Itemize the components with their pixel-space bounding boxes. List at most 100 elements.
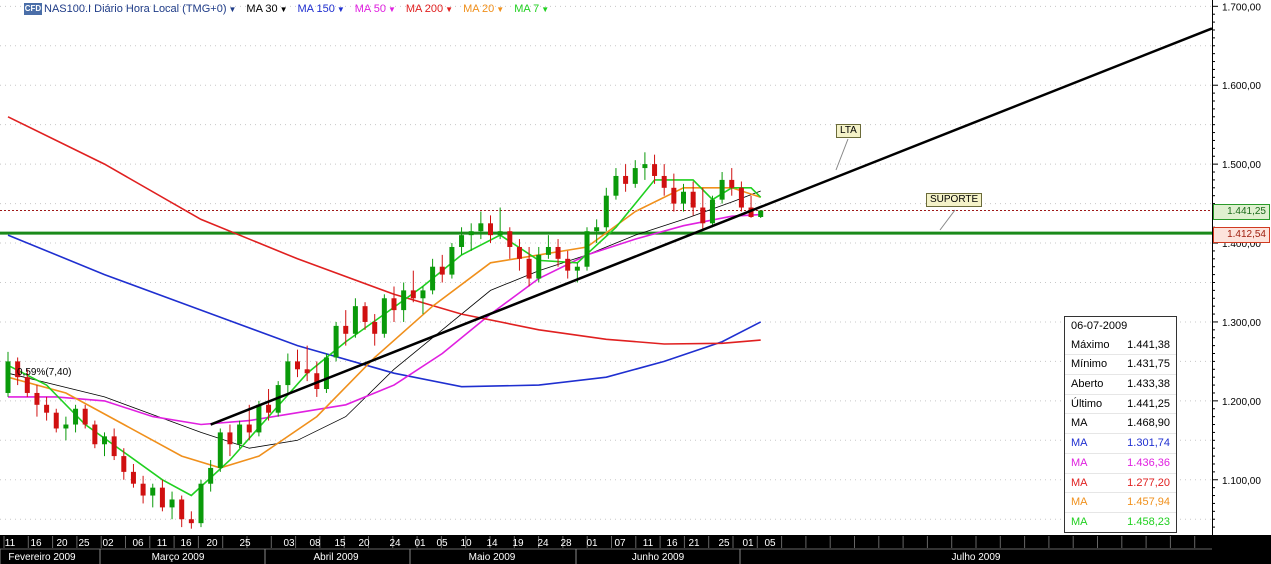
x-day-label: 01: [586, 538, 598, 549]
candle: [449, 243, 455, 279]
x-day-label: 20: [56, 538, 68, 549]
candle-body: [188, 519, 194, 524]
candle: [603, 187, 609, 232]
info-date-value: 06-07-2009: [1071, 320, 1128, 332]
candle: [420, 286, 426, 315]
candle-body: [555, 246, 561, 259]
chevron-down-icon: ▼: [279, 5, 288, 14]
info-row-label: MA: [1071, 437, 1088, 450]
candle: [468, 223, 474, 251]
info-panel: 06-07-2009 Máximo 1.441,38 Mínimo 1.431,75 A…: [1064, 316, 1177, 533]
candle-body: [111, 436, 117, 457]
candle: [159, 479, 165, 512]
candlesticks: [5, 152, 764, 529]
candle: [439, 254, 445, 283]
candle: [352, 298, 358, 338]
candle: [700, 187, 706, 229]
info-row: MA 1.457,94: [1065, 492, 1176, 512]
candle-body: [343, 325, 349, 334]
y-axis-bg: [1212, 0, 1271, 564]
candle-body: [314, 373, 320, 390]
indicator-item[interactable]: MA 50 ▼: [355, 1, 396, 17]
trend-line-lta: [210, 27, 1213, 426]
y-tick-label: 1.500,00: [1222, 160, 1261, 171]
candle-body: [102, 436, 107, 445]
chevron-down-icon: ▼: [496, 5, 505, 14]
candle-body: [488, 223, 493, 236]
candle: [632, 160, 638, 188]
x-month-label: Abril 2009: [313, 552, 358, 563]
candle-body: [545, 246, 551, 255]
last-price-box: 1.441,25: [1213, 204, 1270, 220]
candle-body: [729, 179, 735, 188]
candle-body: [468, 231, 474, 236]
y-tick-label: 1.400,00: [1222, 239, 1261, 250]
candle: [372, 314, 378, 346]
candle-body: [92, 424, 98, 445]
candle-body: [150, 487, 156, 496]
candle: [304, 345, 310, 382]
suporte-pointer: [939, 209, 956, 231]
candle-body: [198, 483, 204, 524]
candle-body: [671, 187, 677, 204]
info-row: MA 1.277,20: [1065, 472, 1176, 493]
candle-body: [700, 207, 706, 224]
candle-body: [362, 306, 368, 322]
candle: [188, 511, 194, 529]
candle: [333, 321, 339, 362]
candle-body: [613, 175, 619, 196]
candle: [179, 495, 185, 528]
x-day-label: 02: [102, 538, 114, 549]
symbol-selector[interactable]: NAS100.I Diário Hora Local (TMG+0) ▼: [44, 1, 236, 17]
x-day-label: 01: [742, 538, 754, 549]
x-day-label: 24: [537, 538, 549, 549]
candle: [526, 246, 532, 287]
indicator-label: MA 50: [354, 3, 386, 15]
candle: [381, 294, 387, 338]
x-day-label: 05: [764, 538, 776, 549]
candle-body: [53, 412, 59, 429]
x-day-label: 11: [643, 538, 654, 549]
info-date: 06-07-2009: [1065, 317, 1176, 336]
candle-body: [623, 175, 629, 184]
candle: [73, 404, 79, 433]
indicator-item[interactable]: MA 7 ▼: [514, 1, 549, 17]
info-row-label: MA: [1071, 515, 1088, 528]
x-axis: 11 16 20 25 02 06 11 16 20 25 03 08 15 20 24 01 05 10 14 19…: [0, 535, 1271, 564]
candle-body: [565, 258, 571, 271]
x-day-label: 07: [614, 538, 626, 549]
x-day-label: 10: [460, 538, 472, 549]
candle-body: [401, 290, 407, 311]
candle-body: [381, 298, 387, 334]
support-price-box: 1.412,54: [1213, 227, 1270, 243]
candle: [642, 152, 648, 180]
indicator-item[interactable]: MA 20 ▼: [463, 1, 504, 17]
candle-body: [430, 266, 436, 291]
indicator-item[interactable]: MA 150 ▼: [298, 1, 345, 17]
indicator-item[interactable]: MA 30 ▼: [246, 1, 287, 17]
y-tick-label: 1.600,00: [1222, 81, 1261, 92]
info-row-value: 1.277,20: [1127, 476, 1170, 489]
candle-body: [333, 325, 339, 358]
candle-body: [63, 424, 69, 429]
candle: [285, 353, 291, 393]
x-day-label: 05: [436, 538, 448, 549]
x-day-label: 03: [283, 538, 295, 549]
candle: [24, 369, 30, 397]
candle-body: [140, 483, 146, 496]
candle: [5, 351, 11, 397]
x-day-label: 01: [414, 538, 426, 549]
candle: [323, 353, 329, 393]
candle-body: [121, 456, 127, 472]
info-row-label: MA: [1071, 476, 1088, 489]
candle: [237, 420, 243, 449]
y-tick-label: 1.100,00: [1222, 476, 1261, 487]
candle: [362, 302, 368, 330]
candle: [314, 361, 320, 397]
x-day-label: 25: [718, 538, 730, 549]
indicator-item[interactable]: MA 200 ▼: [406, 1, 453, 17]
candle: [295, 349, 300, 378]
indicator-label: MA 150: [297, 3, 335, 15]
indicator-list: MA 30 ▼ MA 150 ▼ MA 50 ▼ MA 200 ▼ MA 20 ▼ MA 7 ▼: [246, 1, 549, 17]
